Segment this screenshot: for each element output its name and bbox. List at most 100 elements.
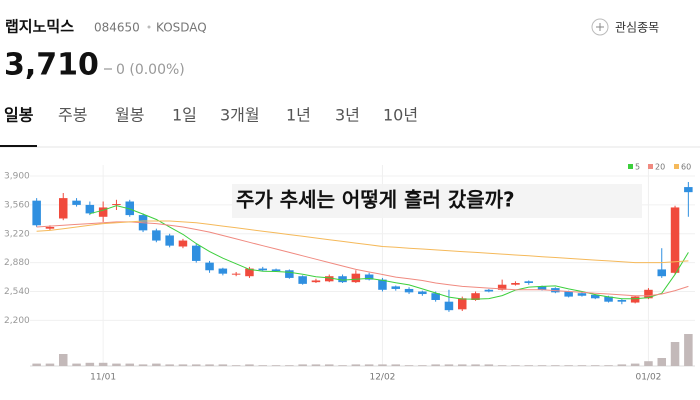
volume-bar (245, 364, 254, 366)
candle-body (32, 200, 41, 226)
candle-body (125, 201, 135, 216)
candle-body (85, 204, 95, 214)
volume-bar (404, 365, 414, 366)
ma-line (89, 205, 689, 300)
candle-body (431, 293, 440, 300)
price: 3,710 (4, 48, 99, 83)
candle-body (684, 187, 693, 193)
candle-body (285, 270, 294, 278)
candle-body (457, 298, 467, 310)
candle-body (471, 293, 480, 300)
volume-bar (165, 364, 174, 366)
volume-bar (604, 365, 613, 366)
candle-body (670, 207, 680, 273)
tab[interactable]: 월봉 (115, 106, 144, 125)
ma-line (36, 220, 689, 264)
tab[interactable]: 3개월 (220, 106, 260, 125)
x-tick-label: 11/01 (90, 373, 116, 383)
volume-bar (285, 365, 294, 366)
volume-bar (191, 364, 201, 366)
candle-body (590, 294, 600, 299)
legend-swatch (648, 164, 653, 169)
volume-bar (590, 365, 600, 366)
watch-label: 관심종목 (615, 21, 659, 35)
candle-body (205, 262, 214, 271)
volume-bar (364, 364, 374, 366)
market: KOSDAQ (156, 21, 207, 35)
candle-body (444, 301, 454, 311)
candle-body (564, 291, 573, 297)
candle-body (324, 276, 334, 282)
volume-bar (298, 364, 307, 366)
title-backdrop (232, 184, 642, 218)
candle-body (524, 281, 534, 284)
y-tick-label: 2,540 (4, 287, 30, 297)
tab[interactable]: 3년 (335, 106, 360, 125)
volume-bar (125, 363, 135, 366)
volume-bar (537, 365, 547, 366)
volume-bar (258, 365, 268, 366)
candle-body (630, 296, 640, 303)
volume-bar (577, 365, 587, 366)
volume-bar (85, 362, 95, 366)
legend-swatch (628, 164, 633, 169)
volume-bar (324, 364, 334, 366)
candle-body (418, 291, 427, 295)
volume-bar (511, 365, 520, 366)
volume-bar (231, 365, 241, 366)
candle-body (112, 204, 121, 206)
candle-body (604, 296, 613, 302)
volume-bar (58, 354, 68, 366)
candle-body (152, 230, 161, 241)
volume-bar (497, 365, 507, 366)
candle-body (178, 240, 188, 247)
legend-label: 60 (681, 163, 691, 172)
tabs: 일봉 주봉 월봉 1일 3개월 1년 3년 10년 (4, 106, 418, 125)
watch-button[interactable]: 관심종목 (591, 18, 659, 36)
candle-body (298, 276, 307, 284)
volume-bar (418, 365, 427, 366)
volume-bar (32, 363, 41, 366)
plus-sign (596, 23, 604, 31)
candle-body (577, 293, 587, 296)
legend-label: 5 (635, 163, 640, 172)
candle-body (258, 268, 268, 271)
volume-bar (378, 364, 387, 366)
stock-code: 084650 (94, 21, 140, 35)
volume-bar (644, 361, 653, 366)
volume-bar (311, 364, 321, 366)
volume-bar (484, 364, 494, 366)
candle-body (58, 198, 68, 219)
candle-body (271, 269, 281, 272)
volume-bar (178, 364, 188, 366)
volume-bar (338, 365, 347, 366)
volume-bar (112, 363, 121, 366)
volume-bar (138, 364, 148, 366)
y-tick-label: 3,900 (4, 172, 30, 182)
change: 0 (0.00%) (116, 62, 185, 78)
candle-body (378, 279, 387, 290)
candle-body (98, 207, 108, 217)
legend-label: 20 (655, 163, 665, 172)
candle-body (165, 235, 174, 246)
candle-body (191, 245, 201, 261)
tab[interactable]: 주봉 (58, 106, 87, 125)
volume-bar (657, 358, 667, 366)
tab[interactable]: 일봉 (4, 106, 34, 125)
candle-body (497, 284, 507, 290)
y-tick-label: 3,560 (4, 200, 30, 210)
candle-body (231, 273, 241, 275)
tab[interactable]: 1일 (172, 106, 197, 125)
y-tick-label: 2,880 (4, 258, 30, 268)
volume-bar (271, 365, 281, 366)
tab[interactable]: 10년 (383, 106, 418, 125)
volume-bar (471, 364, 480, 366)
candle-body (484, 289, 494, 292)
tab[interactable]: 1년 (286, 106, 311, 125)
candle-body (245, 268, 254, 277)
volume-bar (431, 364, 440, 366)
ma-line (36, 221, 689, 297)
volume-bar (564, 365, 573, 366)
x-tick-label: 01/02 (635, 373, 661, 383)
candle-body (311, 280, 321, 283)
